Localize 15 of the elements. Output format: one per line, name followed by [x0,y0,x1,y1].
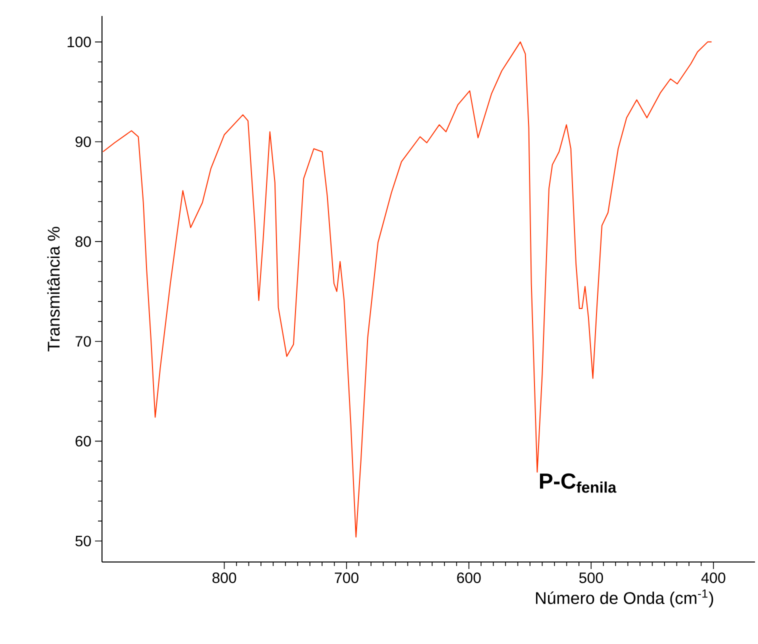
annotation: P-C$_{fenila}$ [540,473,616,493]
y-tick-label: 70 [76,336,91,347]
y-axis-title: Transmitância % [47,226,60,352]
x-tick-label: 400 [701,572,726,584]
line-series [102,41,712,538]
x-tick-label: 500 [579,572,604,584]
y-tick-label: 60 [76,436,91,446]
y-tick-label: 100 [68,36,91,48]
x-tick-label: 600 [457,572,481,584]
x-tick-label: 800 [212,572,236,584]
y-tick-label: 80 [76,236,91,247]
y-tick-label: 90 [76,136,91,148]
x-axis-title: Número de Onda (cm$^{-1}$) [536,590,714,608]
y-tick-label: 50 [75,536,91,546]
x-tick-label: 700 [334,572,358,584]
